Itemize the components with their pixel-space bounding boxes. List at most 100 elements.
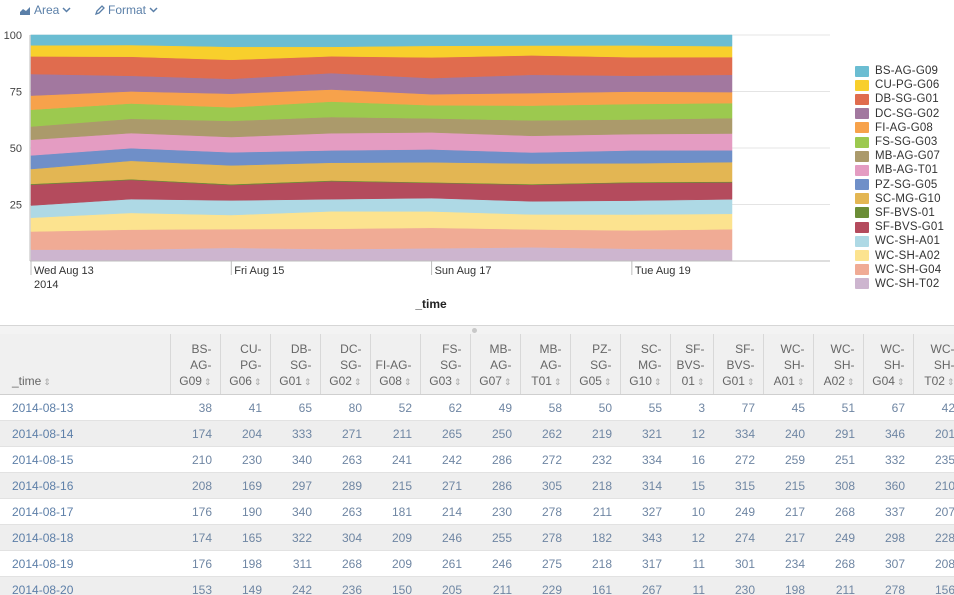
sort-icon[interactable]: ⇕ [696,377,705,387]
column-header-label: SG- [440,358,462,372]
sort-icon[interactable]: ⇕ [796,377,805,387]
column-header[interactable]: MB- AG- T01 ⇕ [520,334,571,395]
sort-icon[interactable]: ⇕ [253,377,262,387]
value-cell: 210 [913,472,954,499]
value-cell: 153 [170,576,220,595]
chart-toolbar: Area Format [0,0,954,22]
legend-swatch [855,278,869,290]
legend-swatch [855,250,869,262]
panel-resize-divider[interactable] [0,325,954,335]
time-cell[interactable]: 2014-08-18 [0,524,170,551]
value-cell: 10 [670,498,713,525]
value-cell: 327 [620,498,670,525]
value-cell: 242 [420,446,470,473]
sort-icon[interactable]: ⇕ [303,377,312,387]
sort-icon[interactable]: ⇕ [603,377,612,387]
value-cell: 321 [620,420,670,447]
resize-handle[interactable] [472,328,477,333]
value-cell: 45 [763,394,813,421]
column-header-label: SG- [340,358,362,372]
sort-icon[interactable]: ⇕ [896,377,905,387]
value-cell: 332 [863,446,913,473]
column-header-label: WC- [780,342,805,356]
legend-item[interactable]: SF-BVS-G01 [855,220,944,234]
column-header[interactable]: MB- AG- G07 ⇕ [470,334,521,395]
value-cell: 49 [470,394,520,421]
legend-item[interactable]: MB-AG-T01 [855,163,944,177]
sort-icon[interactable]: ⇕ [946,377,954,387]
time-cell[interactable]: 2014-08-16 [0,472,170,499]
legend-item[interactable]: FS-SG-G03 [855,135,944,149]
value-cell: 272 [713,446,763,473]
legend-item[interactable]: SF-BVS-01 [855,206,944,220]
table-row: 2014-08-17 176 190 340 263 181 214 230 278 211 327… [0,498,954,525]
time-cell[interactable]: 2014-08-14 [0,420,170,447]
sort-icon[interactable]: ⇕ [403,377,412,387]
legend-item[interactable]: FI-AG-G08 [855,121,944,135]
sort-icon[interactable]: ⇕ [353,377,362,387]
chart-type-dropdown[interactable]: Area [20,3,71,17]
column-header[interactable]: BS- AG- G09 ⇕ [170,334,221,395]
column-header[interactable]: CU- PG- G06 ⇕ [220,334,271,395]
legend-item[interactable]: DB-SG-G01 [855,92,944,106]
sort-icon[interactable]: ⇕ [653,377,662,387]
legend-swatch [855,93,869,105]
legend-item[interactable]: MB-AG-G07 [855,149,944,163]
legend-item[interactable]: DC-SG-G02 [855,107,944,121]
column-header[interactable]: WC- SH- T02 ⇕ [913,334,954,395]
x-tick-label: Wed Aug 13 [34,265,94,277]
column-header-time[interactable]: _time ⇕ [0,334,171,395]
legend-item[interactable]: PZ-SG-G05 [855,178,944,192]
column-header[interactable]: SF- BVS- G01 ⇕ [713,334,764,395]
column-header[interactable]: FI-AG- G08 ⇕ [370,334,421,395]
value-cell: 305 [520,472,570,499]
sort-icon[interactable]: ⇕ [453,377,462,387]
time-cell[interactable]: 2014-08-19 [0,550,170,577]
value-cell: 311 [270,550,320,577]
column-header[interactable]: WC- SH- A02 ⇕ [813,334,864,395]
format-dropdown[interactable]: Format [95,3,158,17]
sort-icon[interactable]: ⇕ [846,377,855,387]
sort-icon[interactable]: ⇕ [503,377,512,387]
time-cell[interactable]: 2014-08-20 [0,576,170,595]
sort-icon[interactable]: ⇕ [203,377,212,387]
sort-icon[interactable]: ⇕ [746,377,755,387]
value-cell: 12 [670,524,713,551]
table-row: 2014-08-18 174 165 322 304 209 246 255 278 182 343… [0,524,954,551]
column-header[interactable]: DB- SG- G01 ⇕ [270,334,321,395]
legend-item[interactable]: WC-SH-A02 [855,248,944,262]
value-cell: 228 [913,524,954,551]
column-header[interactable]: PZ- SG- G05 ⇕ [570,334,621,395]
time-cell[interactable]: 2014-08-13 [0,394,170,421]
column-header[interactable]: SF- BVS- 01 ⇕ [670,334,714,395]
column-header-label [12,341,162,357]
legend-item[interactable]: BS-AG-G09 [855,64,944,78]
legend-swatch [855,235,869,247]
legend-item[interactable]: WC-SH-T02 [855,277,944,291]
table-row: 2014-08-20 153 149 242 236 150 205 211 229 161 267… [0,576,954,595]
column-header[interactable]: SC- MG- G10 ⇕ [620,334,671,395]
value-cell: 278 [520,498,570,525]
pencil-icon [95,5,105,15]
chart-legend: BS-AG-G09 CU-PG-G06 DB-SG-G01 DC-SG-G02 FI-A… [855,64,944,291]
legend-item[interactable]: WC-SH-A01 [855,234,944,248]
legend-item[interactable]: CU-PG-G06 [855,78,944,92]
value-cell: 198 [220,550,270,577]
time-cell[interactable]: 2014-08-15 [0,446,170,473]
column-header[interactable]: DC- SG- G02 ⇕ [320,334,371,395]
legend-item[interactable]: WC-SH-G04 [855,263,944,277]
column-header[interactable]: WC- SH- A01 ⇕ [763,334,814,395]
column-header[interactable]: WC- SH- G04 ⇕ [863,334,914,395]
legend-item[interactable]: SC-MG-G10 [855,192,944,206]
value-cell: 259 [763,446,813,473]
column-header-label: G07 ⇕ [479,374,512,388]
value-cell: 308 [813,472,863,499]
sort-icon[interactable]: ⇕ [43,377,51,387]
value-cell: 204 [220,420,270,447]
time-cell[interactable]: 2014-08-17 [0,498,170,525]
sort-icon[interactable]: ⇕ [553,377,562,387]
column-header[interactable]: FS- SG- G03 ⇕ [420,334,471,395]
value-cell: 286 [470,472,520,499]
legend-swatch [855,207,869,219]
value-cell: 150 [370,576,420,595]
